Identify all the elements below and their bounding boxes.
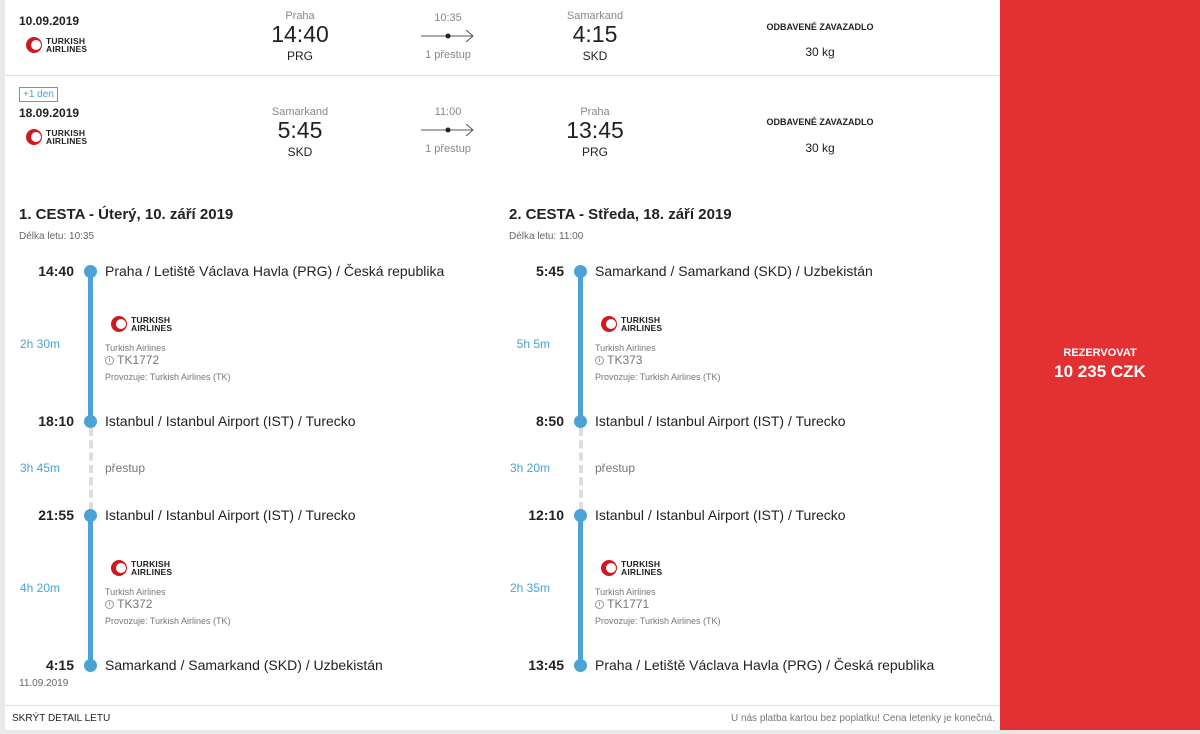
arrival-city: Praha xyxy=(580,106,610,118)
operator: Provozuje: Turkish Airlines (TK) xyxy=(595,616,721,626)
turkish-airlines-logo: TURKISH AIRLINES xyxy=(26,37,87,53)
transfer-duration: 3h 20m xyxy=(509,461,550,475)
arrival-date: 11.09.2019 xyxy=(19,678,69,689)
stop-dot xyxy=(574,509,587,522)
timeline-line xyxy=(578,515,583,665)
timeline-line xyxy=(578,271,583,421)
operator: Provozuje: Turkish Airlines (TK) xyxy=(595,372,721,382)
stop-place: Istanbul / Istanbul Airport (IST) / Ture… xyxy=(105,507,356,523)
departure-code: PRG xyxy=(286,49,313,63)
departure-city: Praha xyxy=(285,10,315,22)
leg-duration: Délka letu: 11:00 xyxy=(509,231,584,242)
payment-note: U nás platba kartou bez poplatku! Cena l… xyxy=(730,713,995,724)
arrival-city: Samarkand xyxy=(566,10,624,22)
stop-place: Samarkand / Samarkand (SKD) / Uzbekistán xyxy=(105,657,383,673)
transfer-label: přestup xyxy=(105,461,146,475)
stop-place: Istanbul / Istanbul Airport (IST) / Ture… xyxy=(595,507,846,523)
stop-time: 8:50 xyxy=(535,413,564,429)
turkish-airlines-logo: TURKISH AIRLINES xyxy=(111,560,172,576)
stop-time: 4:15 xyxy=(45,657,74,673)
timeline-line xyxy=(88,271,93,421)
timeline-line xyxy=(88,515,93,665)
operator: Provozuje: Turkish Airlines (TK) xyxy=(105,372,231,382)
leg-duration: Délka letu: 10:35 xyxy=(19,231,95,242)
stop-dot xyxy=(574,265,587,278)
departure-city: Samarkand xyxy=(271,106,329,118)
turkish-airlines-logo: TURKISH AIRLINES xyxy=(601,316,662,332)
stop-time: 21:55 xyxy=(38,507,74,523)
airline-name: Turkish Airlines xyxy=(105,343,166,353)
stops-count: 1 přestup xyxy=(425,49,471,61)
info-icon[interactable]: i xyxy=(595,356,604,366)
operator: Provozuje: Turkish Airlines (TK) xyxy=(105,616,231,626)
baggage-label: ODBAVENÉ ZAVAZADLO xyxy=(766,22,874,32)
arrow-icon xyxy=(421,123,475,141)
flight-number[interactable]: i TK373 xyxy=(595,353,642,367)
segment-duration: 2h 30m xyxy=(19,337,60,351)
turkish-airlines-logo: TURKISH AIRLINES xyxy=(26,129,87,145)
stop-place: Praha / Letiště Václava Havla (PRG) / Če… xyxy=(595,657,935,673)
airline-name: Turkish Airlines xyxy=(595,343,656,353)
turkish-airlines-logo: TURKISH AIRLINES xyxy=(601,560,662,576)
total-duration: 10:35 xyxy=(434,12,462,24)
info-icon[interactable]: i xyxy=(595,600,604,610)
stop-place: Praha / Letiště Václava Havla (PRG) / Če… xyxy=(105,263,445,279)
transfer-label: přestup xyxy=(595,461,636,475)
departure-time: 14:40 xyxy=(271,21,329,47)
info-icon[interactable]: i xyxy=(105,600,114,610)
timeline-transfer-line xyxy=(579,428,583,510)
airline-name: Turkish Airlines xyxy=(105,587,166,597)
baggage-weight: 30 kg xyxy=(805,45,835,59)
baggage-weight: 30 kg xyxy=(805,141,835,155)
stop-time: 18:10 xyxy=(38,413,74,429)
stop-time: 13:45 xyxy=(528,657,564,673)
flight-date: 18.09.2019 xyxy=(19,106,80,120)
timeline-transfer-line xyxy=(89,428,93,510)
flight-number[interactable]: i TK1772 xyxy=(105,353,159,367)
info-icon[interactable]: i xyxy=(105,356,114,366)
turkish-airlines-logo: TURKISH AIRLINES xyxy=(111,316,172,332)
arrival-time: 13:45 xyxy=(566,117,624,143)
stop-place: Samarkand / Samarkand (SKD) / Uzbekistán xyxy=(595,263,873,279)
segment-duration: 5h 5m xyxy=(516,337,550,351)
flight-number[interactable]: i TK372 xyxy=(105,597,152,611)
stop-dot xyxy=(574,415,587,428)
divider xyxy=(5,75,1000,76)
baggage-label: ODBAVENÉ ZAVAZADLO xyxy=(766,117,874,127)
stop-place: Istanbul / Istanbul Airport (IST) / Ture… xyxy=(105,413,356,429)
segment-duration: 4h 20m xyxy=(19,581,60,595)
departure-time: 5:45 xyxy=(277,117,323,143)
total-duration: 11:00 xyxy=(434,106,462,118)
plus-day-badge: +1 den xyxy=(19,87,58,102)
stops-count: 1 přestup xyxy=(425,143,471,155)
book-label: REZERVOVAT xyxy=(1063,347,1137,359)
leg-title: 1. CESTA - Úterý, 10. září 2019 xyxy=(19,206,234,223)
flight-date: 10.09.2019 xyxy=(19,14,80,28)
stop-time: 5:45 xyxy=(535,263,564,279)
arrival-time: 4:15 xyxy=(572,21,618,47)
stop-dot xyxy=(84,265,97,278)
stop-dot xyxy=(84,659,97,672)
stop-dot xyxy=(574,659,587,672)
hide-detail-link[interactable]: SKRÝT DETAIL LETU xyxy=(12,713,111,724)
flight-number[interactable]: i TK1771 xyxy=(595,597,649,611)
departure-code: SKD xyxy=(287,145,313,159)
stop-time: 12:10 xyxy=(528,507,564,523)
stop-place: Istanbul / Istanbul Airport (IST) / Ture… xyxy=(595,413,846,429)
arrow-icon xyxy=(421,29,475,47)
book-button[interactable]: REZERVOVAT 10 235 CZK xyxy=(1000,0,1200,730)
transfer-duration: 3h 45m xyxy=(19,461,60,475)
divider xyxy=(5,705,1000,706)
segment-duration: 2h 35m xyxy=(509,581,550,595)
price: 10 235 CZK xyxy=(1054,362,1146,381)
stop-dot xyxy=(84,509,97,522)
flight-card xyxy=(5,0,1000,730)
stop-dot xyxy=(84,415,97,428)
airline-name: Turkish Airlines xyxy=(595,587,656,597)
arrival-code: PRG xyxy=(581,145,608,159)
leg-title: 2. CESTA - Středa, 18. září 2019 xyxy=(509,206,732,223)
arrival-code: SKD xyxy=(582,49,608,63)
stop-time: 14:40 xyxy=(38,263,74,279)
